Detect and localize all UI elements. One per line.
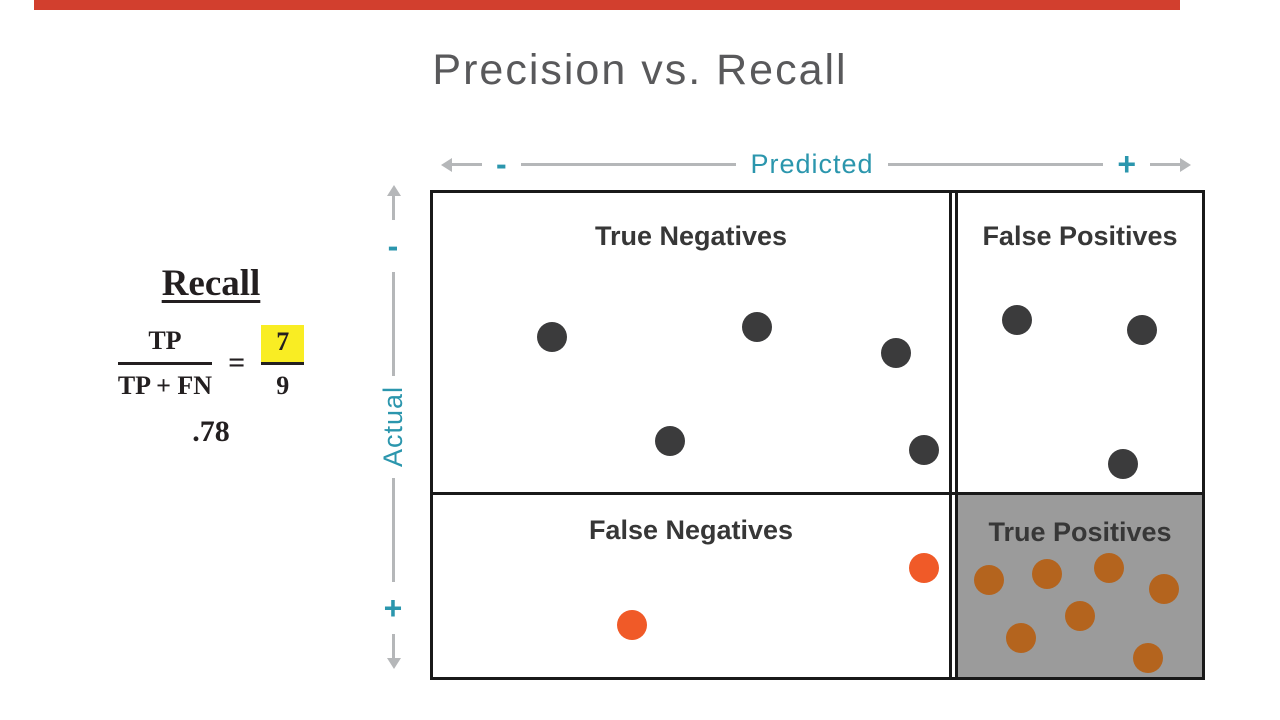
false-positives-dot: [1127, 315, 1157, 345]
true-positives-dot: [1032, 559, 1062, 589]
predicted-plus-sign: +: [1117, 146, 1137, 182]
true-positives-dot: [1133, 643, 1163, 673]
matrix-horizontal-divider: [433, 492, 1202, 495]
recall-formula: Recall TP TP + FN = 7 9 .78: [78, 262, 344, 449]
quadrant-label-false-negatives: False Negatives: [588, 515, 794, 545]
actual-minus-sign: -: [387, 228, 399, 264]
false-positives-dot: [1108, 449, 1138, 479]
arrow-down-icon: [386, 634, 401, 670]
axis-line: [887, 162, 1104, 166]
true-negatives-dot: [742, 312, 772, 342]
true-positives-dot: [1149, 574, 1179, 604]
equals-sign: =: [228, 346, 246, 379]
result-fraction: 7 9: [261, 325, 305, 401]
false-negatives-dot: [617, 610, 647, 640]
true-negatives-dot: [909, 435, 939, 465]
arrow-left-icon: [441, 157, 482, 172]
matrix-vertical-divider: [955, 193, 958, 677]
quadrant-label-true-negatives: True Negatives: [594, 221, 788, 251]
confusion-matrix-inner: True Negatives False Positives False Neg…: [433, 193, 1202, 677]
actual-plus-sign: +: [383, 590, 403, 627]
dot-layer: [433, 193, 1202, 677]
true-positives-dot: [1006, 623, 1036, 653]
axis-line: [391, 477, 395, 583]
true-negatives-dot: [537, 322, 567, 352]
axis-line: [520, 162, 737, 166]
formula-denominator: TP + FN: [117, 370, 213, 400]
formula-equation: TP TP + FN = 7 9: [78, 325, 344, 401]
false-negatives-dot: [909, 553, 939, 583]
true-positives-dot: [974, 565, 1004, 595]
actual-axis-label: Actual: [377, 386, 408, 468]
actual-axis: - Actual +: [376, 185, 410, 670]
top-accent-bar: [34, 0, 1180, 10]
result-numerator-highlighted: 7: [261, 325, 305, 365]
quadrant-label-true-positives: True Positives: [988, 517, 1172, 547]
predicted-axis-label: Predicted: [750, 148, 874, 179]
predicted-axis: - Predicted +: [441, 146, 1192, 182]
true-negatives-dot: [655, 426, 685, 456]
result-decimal: .78: [192, 415, 230, 448]
formula-numerator: TP: [117, 326, 213, 365]
formula-fraction: TP TP + FN: [117, 326, 213, 401]
confusion-matrix: True Negatives False Positives False Neg…: [430, 190, 1205, 680]
true-negatives-dot: [881, 338, 911, 368]
true-positives-dot: [1094, 553, 1124, 583]
axis-line: [391, 272, 395, 377]
matrix-vertical-divider: [949, 193, 952, 677]
slide-title: Precision vs. Recall: [432, 46, 848, 94]
quadrant-label-false-positives: False Positives: [982, 221, 1178, 251]
arrow-up-icon: [386, 185, 401, 220]
predicted-minus-sign: -: [496, 146, 507, 182]
true-positives-dot: [1065, 601, 1095, 631]
formula-heading: Recall: [161, 263, 261, 304]
arrow-right-icon: [1150, 157, 1192, 172]
result-denominator: 9: [276, 371, 290, 400]
false-positives-dot: [1002, 305, 1032, 335]
